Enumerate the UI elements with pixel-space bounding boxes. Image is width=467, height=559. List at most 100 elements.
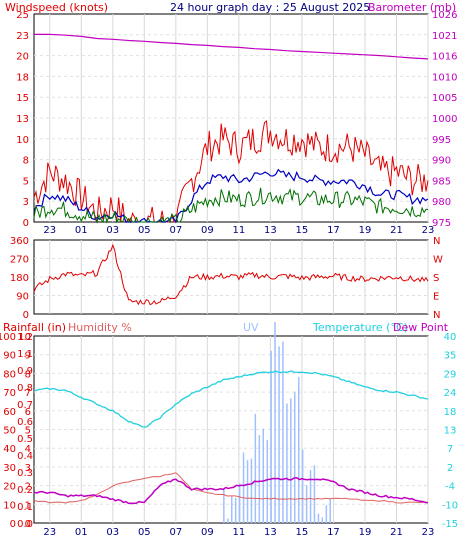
humidity-tick-label: 60: [3, 407, 16, 418]
uv-bar: [325, 505, 328, 523]
humidity-tick-label: 100: [0, 332, 16, 343]
rainfall-tick-label: 1.2: [17, 332, 33, 343]
wind-left-tick-label: 15: [16, 93, 29, 104]
temperature-tick-label: -4: [445, 482, 455, 493]
uv-tick-label: 0: [25, 519, 31, 530]
direction-left-tick-label: 0: [23, 310, 29, 321]
wind-left-tick-label: 0: [23, 218, 29, 229]
temperature-x-tick-label: 19: [359, 527, 372, 538]
wind-right-tick-label: 1021: [432, 31, 457, 42]
uv-bar: [298, 377, 300, 523]
humidity-tick-label: 90: [3, 351, 16, 362]
uv-bar: [234, 497, 237, 523]
temperature-x-tick-label: 05: [138, 527, 151, 538]
temperature-x-tick-label: 13: [264, 527, 277, 538]
wind-left-ticks: 0 3 5 8 10 13 15 18 20 23 25: [16, 10, 29, 229]
uv-bar: [266, 439, 268, 523]
temperature-tick-label: 24: [444, 388, 457, 399]
wind-grid: [34, 14, 429, 222]
wind-right-tick-label: 1016: [432, 52, 457, 63]
temperature-x-tick-label: 01: [75, 527, 88, 538]
direction-right-tick-label: N: [433, 236, 440, 247]
uv-bar: [227, 518, 229, 523]
rainfall-tick-label: 0.4: [17, 451, 33, 462]
wind-left-tick-label: 3: [23, 197, 29, 208]
rainfall-tick-label: 0.3: [17, 468, 33, 479]
wind-right-label: Barometer (mb): [368, 1, 456, 14]
direction-grid: [34, 240, 429, 314]
direction-left-tick-label: 270: [10, 255, 29, 266]
uv-bar: [223, 488, 225, 523]
rainfall-tick-label: 0.0: [17, 519, 33, 530]
uv-bar: [254, 413, 257, 523]
wind-right-ticks: 975 980 985 990 995 1000 1005 1010 1016 1021 1026: [432, 10, 457, 229]
rainfall-label: Rainfall (in): [3, 321, 66, 334]
direction-right-tick-label: N: [433, 310, 440, 321]
wind-left-label: Windspeed (knots): [5, 1, 108, 14]
wind-x-tick-label: 05: [138, 225, 151, 236]
wind-right-tick-label: 1010: [432, 72, 457, 83]
uv-bar: [246, 460, 249, 523]
direction-right-tick-label: W: [433, 255, 443, 266]
temperature-x-tick-label: 11: [233, 527, 246, 538]
direction-plot-frame: [33, 239, 429, 315]
direction-left-ticks: 0 90 180 270 360: [10, 236, 29, 321]
wind-x-tick-label: 23: [43, 225, 56, 236]
uv-tick-label: 9: [25, 351, 31, 362]
uv-bar: [250, 458, 253, 523]
wind-x-tick-label: 23: [422, 225, 435, 236]
uv-tick-label: 2: [25, 482, 31, 493]
wind-x-ticks: 23 01 03 05 07 09 11 13 15 17 19 21 23: [43, 225, 434, 236]
wind-right-tick-label: 985: [432, 176, 451, 187]
wind-left-tick-label: 20: [16, 52, 29, 63]
wind-series-lines: [33, 33, 429, 224]
rainfall-tick-label: 0.5: [17, 434, 33, 445]
wind-minimum-line: [33, 187, 429, 224]
temperature-panel: Rainfall (in) Humidity % UV Temperature …: [0, 321, 458, 538]
uv-bar: [231, 496, 233, 523]
wind-x-tick-label: 11: [233, 225, 246, 236]
uv-label: UV: [243, 321, 259, 334]
uv-bar: [321, 517, 324, 523]
uv-bar: [301, 449, 304, 523]
uv-tick-label: 6: [25, 407, 31, 418]
direction-left-tick-label: 90: [16, 292, 29, 303]
temperature-x-tick-label: 23: [422, 527, 435, 538]
wind-left-tick-label: 23: [16, 31, 29, 42]
wind-x-tick-label: 07: [169, 225, 182, 236]
uv-tick-label: 10: [18, 332, 31, 343]
humidity-tick-label: 0: [10, 519, 16, 530]
temperature-tick-label: 18: [444, 407, 457, 418]
wind-direction-line: [33, 243, 429, 306]
temperature-tick-label: 13: [444, 426, 457, 437]
temperature-tick-label: 29: [444, 369, 457, 380]
temperature-tick-label: 7: [447, 444, 453, 455]
uv-bar: [286, 403, 288, 523]
humidity-tick-label: 20: [3, 482, 16, 493]
uv-bar: [238, 483, 241, 523]
uv-bar: [317, 513, 320, 523]
uv-bar: [262, 428, 264, 523]
temperature-x-tick-label: 03: [106, 527, 119, 538]
temperature-tick-label: -10: [442, 500, 458, 511]
dewpoint-line: [33, 477, 429, 505]
wind-x-tick-label: 09: [201, 225, 214, 236]
wind-plot-frame: [33, 13, 429, 223]
humidity-tick-label: 70: [3, 388, 16, 399]
humidity-tick-label: 50: [3, 426, 16, 437]
uv-tick-label: 7: [25, 388, 31, 399]
temperature-tick-label: 40: [444, 332, 457, 343]
wind-x-tick-label: 13: [264, 225, 277, 236]
wind-right-tick-label: 980: [432, 197, 451, 208]
wind-left-tick-label: 25: [16, 10, 29, 21]
temperature-x-tick-label: 09: [201, 527, 214, 538]
wind-left-tick-label: 8: [23, 156, 29, 167]
uv-bar: [329, 498, 331, 523]
wind-x-tick-label: 01: [75, 225, 88, 236]
wind-gust-line: [33, 120, 429, 224]
uv-tick-label: 4: [25, 444, 31, 455]
wind-left-tick-label: 5: [23, 176, 29, 187]
